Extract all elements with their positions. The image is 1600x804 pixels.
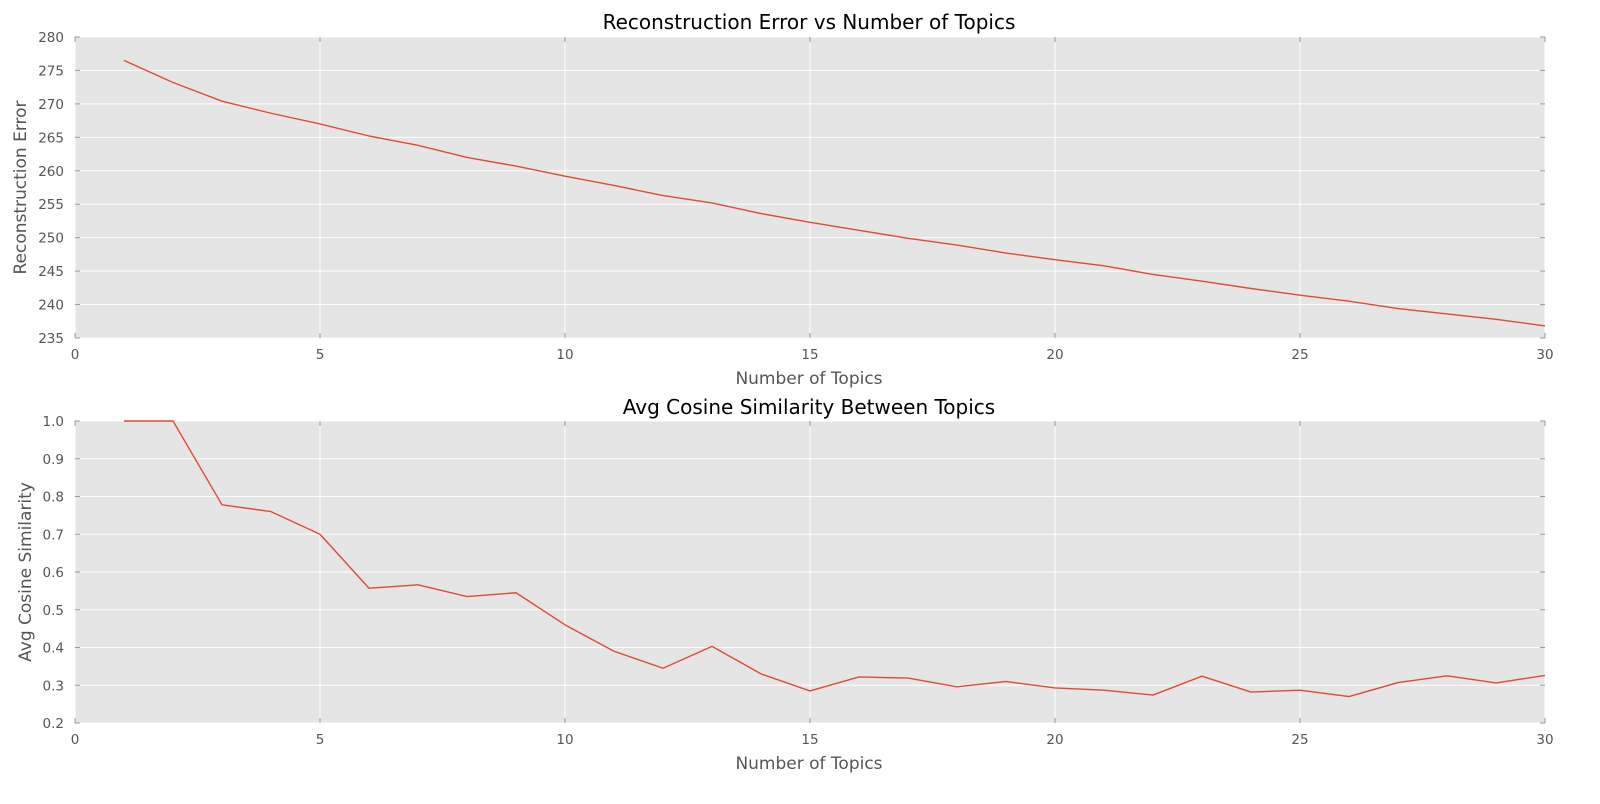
- x-tick-label: 15: [801, 347, 818, 363]
- y-tick-label: 260: [38, 164, 64, 180]
- y-tick-label: 270: [38, 97, 64, 113]
- y-tick-label: 1.0: [43, 414, 64, 430]
- y-tick-label: 0.3: [43, 678, 64, 694]
- reconstruction-error-chart: 0 5 10 15 20 25 30 235 240 245 250 255 260 265 270 275 2…: [11, 10, 1554, 389]
- x-tick-label: 20: [1046, 732, 1063, 748]
- x-tick-label: 25: [1291, 347, 1308, 363]
- plot-area: 0 5 10 15 20 25 30 0.2 0.3 0.4 0.5 0.6 0.7 0.8 0.9 1.0: [43, 414, 1554, 748]
- y-tick-label: 280: [38, 30, 64, 46]
- y-tick-label: 0.8: [43, 490, 64, 506]
- chart-title: Avg Cosine Similarity Between Topics: [623, 395, 995, 419]
- x-tick-label: 30: [1536, 732, 1553, 748]
- series-line: [123, 59, 1546, 327]
- cosine-similarity-chart: 0 5 10 15 20 25 300.20.30.40.50.60.70.80.91.0 …: [16, 395, 1554, 774]
- series-line: [124, 420, 1546, 698]
- y-tick-label: 265: [38, 130, 64, 146]
- x-axis-label: Number of Topics: [735, 369, 882, 389]
- y-tick-label: 255: [38, 197, 64, 213]
- y-tick-label: 0.2: [43, 716, 64, 732]
- y-tick-label: 0.7: [43, 527, 64, 543]
- y-axis-label: Avg Cosine Similarity: [16, 482, 36, 662]
- plot-area: 0 5 10 15 20 25 30 235 240 245 250 255 260 265 270 275 2…: [38, 30, 1553, 363]
- y-tick-label: 0.9: [43, 452, 64, 468]
- x-tick-label: 15: [801, 732, 818, 748]
- x-tick-label: 10: [556, 347, 573, 363]
- y-tick-label: 240: [38, 298, 64, 314]
- x-tick-label: 20: [1046, 347, 1063, 363]
- y-tick-label: 0.4: [43, 641, 64, 657]
- x-axis-label: Number of Topics: [735, 754, 882, 774]
- x-tick-label: 5: [316, 732, 325, 748]
- x-tick-label: 30: [1536, 347, 1553, 363]
- y-tick-label: 235: [38, 331, 64, 347]
- y-tick-label: 275: [38, 63, 64, 79]
- chart-title: Reconstruction Error vs Number of Topics: [603, 10, 1016, 34]
- x-tick-label: 10: [556, 732, 573, 748]
- y-tick-label: 245: [38, 264, 64, 280]
- y-tick-label: 0.6: [43, 565, 64, 581]
- y-axis-label: Reconstruction Error: [11, 100, 31, 274]
- x-tick-label: 25: [1291, 732, 1308, 748]
- x-tick-label: 5: [316, 347, 325, 363]
- x-tick-label: 0: [71, 347, 80, 363]
- y-tick-label: 0.5: [43, 603, 64, 619]
- x-tick-label: 0: [71, 732, 80, 748]
- y-tick-label: 250: [38, 231, 64, 247]
